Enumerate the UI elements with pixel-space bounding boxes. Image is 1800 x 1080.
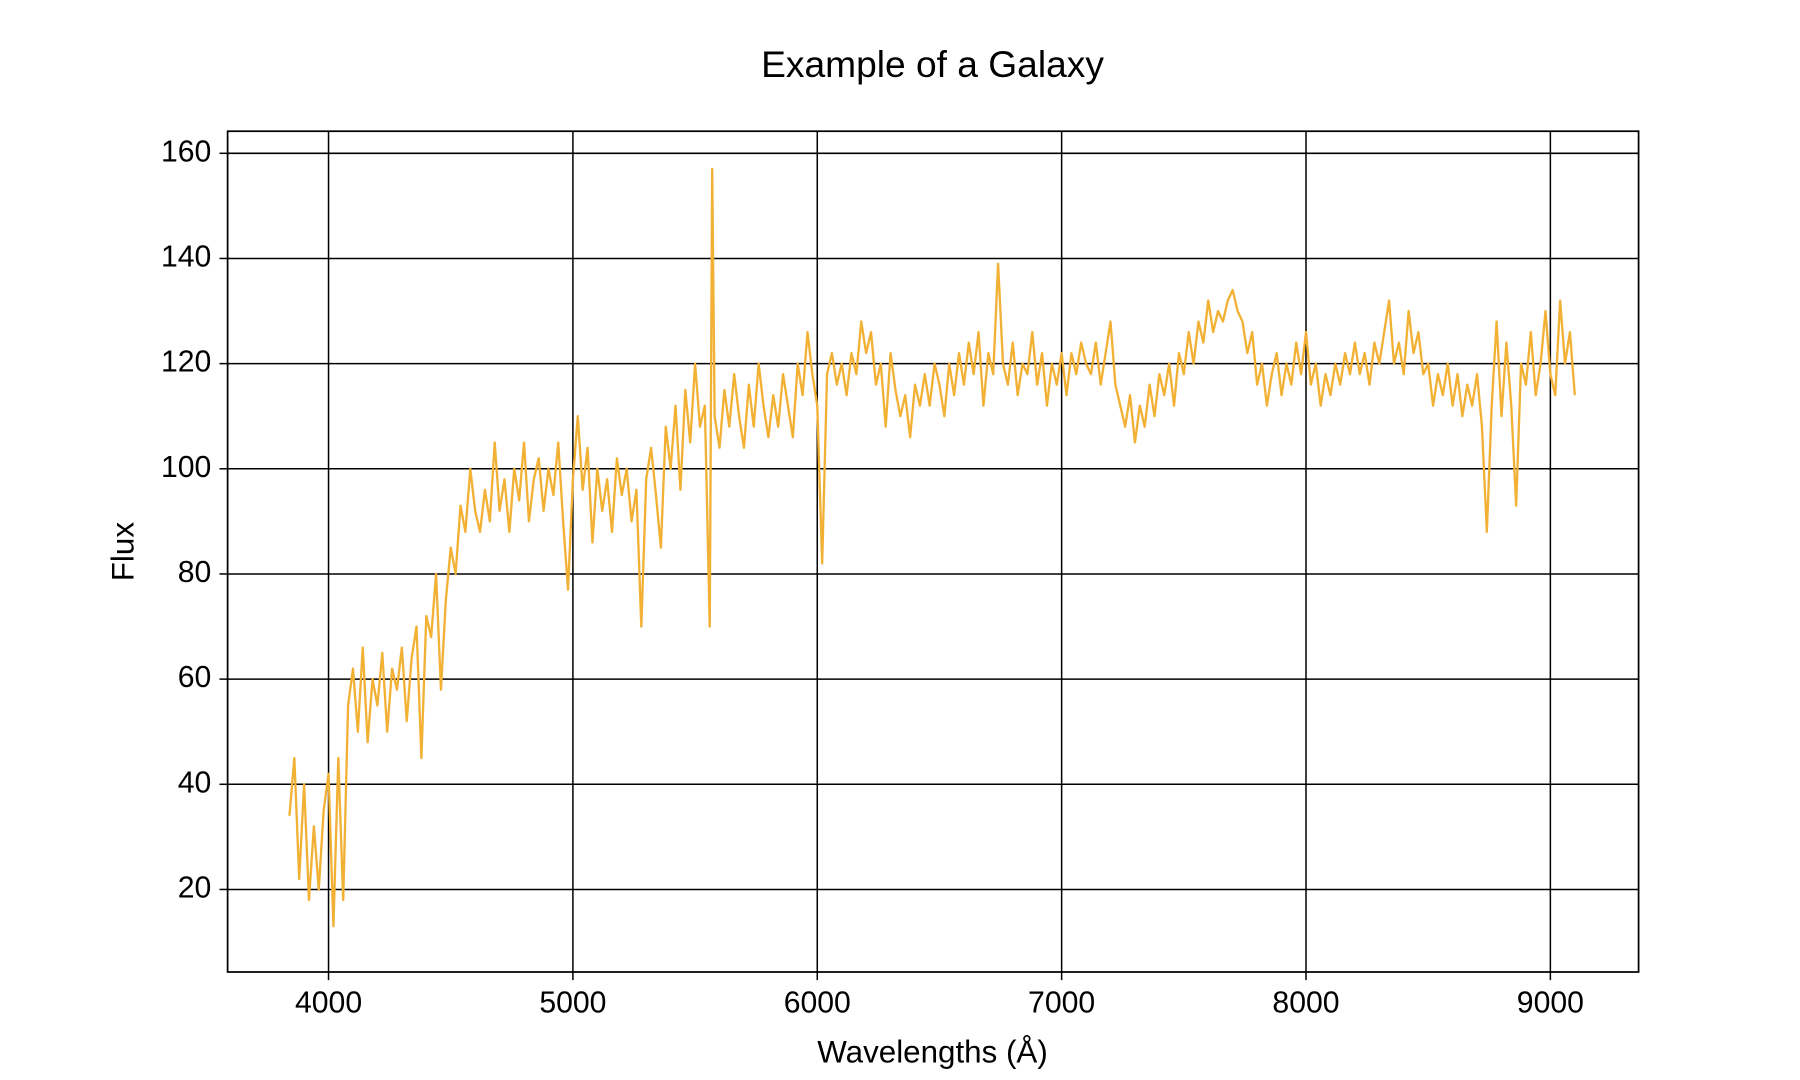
y-tick-label: 120 <box>161 346 211 379</box>
plot-frame <box>226 130 1640 973</box>
spectrum-line <box>288 167 1576 928</box>
y-tick-label: 60 <box>178 661 212 694</box>
x-tick-label: 5000 <box>539 986 606 1019</box>
y-tick-label: 40 <box>178 766 212 799</box>
x-tick-label: 4000 <box>295 986 362 1019</box>
y-tick-label: 100 <box>161 451 211 484</box>
y-tick-label: 20 <box>178 871 212 904</box>
x-axis-label: Wavelengths (Å) <box>817 1035 1048 1070</box>
y-axis-label: Flux <box>106 522 141 582</box>
x-tick-label: 7000 <box>1028 986 1095 1019</box>
x-tick-label: 8000 <box>1272 986 1339 1019</box>
x-tick-label: 6000 <box>784 986 851 1019</box>
chart-title: Example of a Galaxy <box>761 43 1104 85</box>
y-tick-label: 140 <box>161 240 211 273</box>
x-tick-label: 9000 <box>1517 986 1584 1019</box>
y-tick-label: 80 <box>178 556 212 589</box>
y-tick-label: 160 <box>161 135 211 168</box>
